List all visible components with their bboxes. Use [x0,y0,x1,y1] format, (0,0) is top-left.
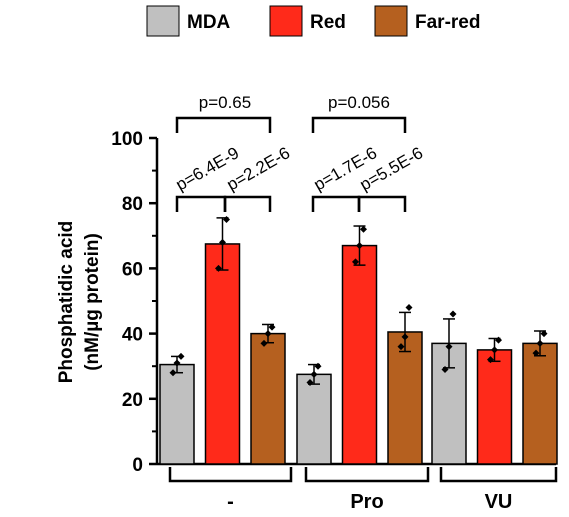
bars [159,216,558,465]
bracket-g2-red-farred [357,195,407,212]
data-point-1-0-1 [219,238,226,246]
data-point-1-2-2 [495,336,502,344]
bar-red-group-0 [204,243,241,465]
legend-swatch-mda [146,5,180,37]
data-point-1-0-2 [223,216,230,223]
y-tick-label-4: 80 [122,194,143,215]
y-tick-label-3: 60 [122,259,143,280]
bar-far-red-group-2 [522,342,558,465]
bracket-g2-mda-red [311,195,361,212]
data-point-1-2-0 [487,356,494,364]
bracket-g1-mda-red [175,195,227,212]
group-bracket-2 [439,467,558,483]
group-label-2: VU [485,491,513,513]
data-point-0-1-2 [314,362,322,370]
group-label-1: Pro [350,491,383,513]
bar-mda-group-0 [159,363,195,465]
bracket-g1-mda-farred [175,116,272,133]
data-point-1-1-2 [360,225,367,233]
data-point-1-2-1 [491,346,498,354]
data-point-2-2-1 [536,339,544,347]
data-point-2-1-0 [397,343,405,351]
bar-red-group-2 [476,349,513,465]
y-axis-label-line1: Phosphatidic acid [56,221,77,384]
significance-brackets: p=0.65 p=6.4E-9 p=2.2E-6 p=0.056 p=1.7E-… [173,93,426,212]
data-point-1-1-1 [356,242,363,250]
data-point-1-0-0 [215,264,222,272]
y-ticks: 0 20 40 60 80 100 [111,129,157,476]
bracket-g2-mda-farred [311,116,407,133]
legend-label-red: Red [310,12,346,33]
bar-mda-group-1 [296,373,332,465]
data-point-2-0-0 [260,339,268,347]
data-point-0-2-2 [449,310,457,318]
data-point-2-2-0 [532,349,540,357]
group-label-0: - [227,491,234,513]
y-tick-label-0: 0 [132,455,143,476]
group-bracket-1 [304,467,430,483]
bracket-g1-red-farred [223,195,272,212]
legend: MDA Red Far-red [146,5,480,37]
pval-g1-mda-farred: p=0.65 [199,93,251,112]
data-point-0-2-1 [445,343,453,351]
legend-label-far-red: Far-red [415,12,480,33]
data-point-2-1-2 [405,304,413,312]
data-point-0-1-0 [306,379,314,386]
legend-swatch-far-red [374,5,408,37]
data-point-0-0-0 [169,369,177,377]
y-tick-label-5: 100 [111,129,143,150]
data-point-2-1-1 [401,333,409,341]
bar-red-group-1 [341,244,378,465]
bar-far-red-group-0 [250,332,286,465]
legend-label-mda: MDA [187,12,231,33]
y-tick-label-2: 40 [122,325,143,346]
data-point-0-1-1 [310,370,318,378]
data-point-0-0-1 [173,359,181,367]
data-point-0-0-2 [177,352,185,360]
legend-swatch-red [269,5,303,37]
y-axis-label-line2: (nM/µg protein) [82,233,103,371]
pval-g2-mda-farred: p=0.056 [328,93,390,112]
data-point-2-0-2 [268,323,276,331]
group-brackets: - Pro VU [168,467,558,513]
data-point-2-2-2 [540,330,548,338]
y-tick-label-1: 20 [122,390,143,411]
bar-far-red-group-1 [387,331,423,465]
data-point-1-1-0 [352,258,359,266]
group-bracket-0 [168,467,293,483]
data-point-0-2-0 [441,365,449,373]
data-point-2-0-1 [264,330,272,338]
